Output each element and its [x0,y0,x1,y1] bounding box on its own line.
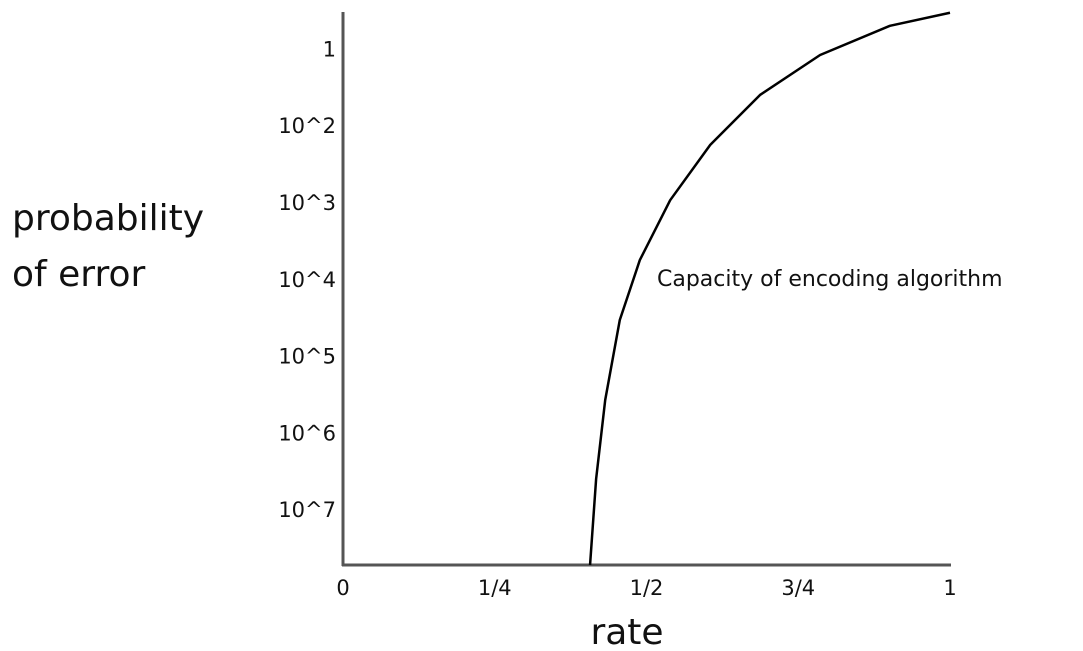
x-tick-label: 1/2 [630,576,664,600]
y-tick-label: 10^2 [278,114,336,138]
data-line [588,11,951,566]
x-tick-label: 3/4 [781,576,815,600]
y-tick-label: 10^7 [278,498,336,522]
y-axis-label: probability [12,198,204,239]
y-tick-label: 1 [323,37,336,61]
x-tick-label: 1/4 [478,576,512,600]
y-axis-label: of error [12,254,145,295]
x-tick-label: 1 [943,576,956,600]
y-tick-label: 10^6 [278,421,336,445]
y-tick-label: 10^3 [278,191,336,215]
y-tick-label: 10^5 [278,345,336,369]
y-tick-label: 10^4 [278,268,336,292]
annotation: Capacity of encoding algorithm [657,267,1003,292]
x-tick-label: 0 [336,576,349,600]
x-axis-label: rate [590,612,663,651]
